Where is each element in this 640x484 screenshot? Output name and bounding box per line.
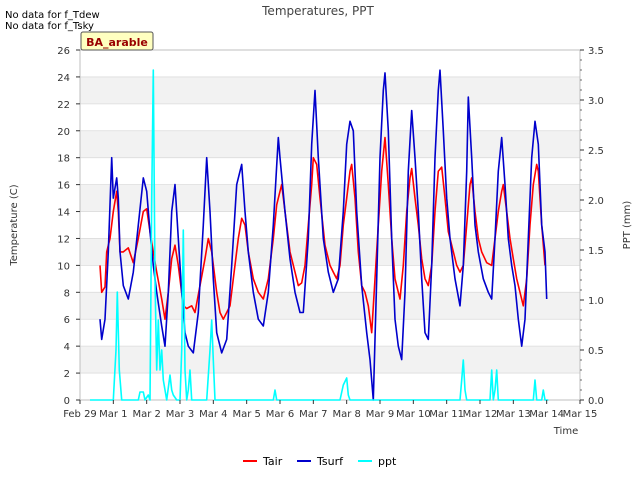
x-tick-label: Mar 9 — [366, 409, 394, 420]
grid-band — [80, 130, 580, 158]
grid-band — [80, 319, 580, 347]
x-axis-label: Time — [553, 426, 578, 437]
x-tick-label: Mar 10 — [396, 409, 431, 420]
grid-band — [80, 157, 580, 185]
axes-layer: Feb 29 Mar 1 Mar 2 Mar 3 Mar 4 Mar 5 Mar 6 Mar … — [57, 46, 604, 420]
series-layer — [90, 69, 549, 401]
x-tick-label: Mar 13 — [496, 409, 531, 420]
x-tick-label: Mar 12 — [463, 409, 498, 420]
y-left-tick-label: 22 — [57, 100, 70, 111]
legend-item-ppt: ppt — [358, 455, 397, 468]
x-tick-label: Mar 15 — [563, 409, 598, 420]
x-tick-label: Mar 1 — [99, 409, 127, 420]
legend-label-ppt: ppt — [378, 455, 397, 468]
y-left-tick-label: 16 — [57, 181, 70, 192]
grid-band — [80, 373, 580, 400]
series-line-tsurf — [99, 69, 548, 401]
legend-item-tair: Tair — [243, 455, 283, 468]
x-tick-label: Mar 14 — [529, 409, 564, 420]
y-right-tick-label: 1.0 — [588, 296, 604, 307]
y-right-tick-label: 0.5 — [588, 346, 604, 357]
y-left-tick-label: 0 — [64, 396, 70, 407]
x-tick-label: Mar 5 — [232, 409, 260, 420]
series-line-ppt — [90, 69, 549, 401]
y-left-tick-label: 26 — [57, 46, 70, 57]
x-tick-label: Mar 6 — [266, 409, 294, 420]
y-left-tick-label: 4 — [64, 342, 70, 353]
legend-item-tsurf: Tsurf — [297, 455, 344, 468]
x-tick-label: Mar 7 — [299, 409, 327, 420]
y-left-tick-label: 8 — [64, 288, 70, 299]
legend-label-tair: Tair — [262, 455, 283, 468]
x-tick-label: Mar 11 — [429, 409, 464, 420]
y-right-tick-label: 2.0 — [588, 196, 604, 207]
nodata-note-1: No data for f_Tdew — [5, 10, 100, 21]
legend-label-tsurf: Tsurf — [316, 455, 344, 468]
x-tick-label: Mar 8 — [332, 409, 360, 420]
y-left-tick-label: 12 — [57, 234, 70, 245]
y-axis-label-left: Temperature (C) — [9, 184, 20, 266]
legend: Tair Tsurf ppt — [243, 455, 397, 468]
grid-band — [80, 76, 580, 104]
x-tick-label: Mar 2 — [132, 409, 160, 420]
y-left-tick-label: 14 — [57, 208, 70, 219]
grid-band — [80, 50, 580, 77]
x-tick-label: Feb 29 — [63, 409, 97, 420]
x-tick-label: Mar 4 — [199, 409, 227, 420]
grid-band — [80, 346, 580, 374]
y-left-tick-label: 20 — [57, 127, 70, 138]
nodata-note-2: No data for f_Tsky — [5, 21, 94, 32]
y-left-tick-label: 2 — [64, 369, 70, 380]
site-label: BA_arable — [86, 36, 148, 49]
y-right-tick-label: 3.5 — [588, 46, 604, 57]
site-label-box: BA_arable — [80, 31, 154, 51]
y-left-tick-label: 18 — [57, 154, 70, 165]
grid-band — [80, 103, 580, 131]
chart-title: Temperatures, PPT — [261, 4, 374, 18]
y-right-tick-label: 1.5 — [588, 246, 604, 257]
y-right-tick-label: 2.5 — [588, 146, 604, 157]
y-right-tick-label: 0.0 — [588, 396, 604, 407]
y-left-tick-label: 10 — [57, 261, 70, 272]
y-axis-label-right: PPT (mm) — [622, 201, 633, 250]
x-tick-label: Mar 3 — [166, 409, 194, 420]
grid-band — [80, 238, 580, 266]
y-right-tick-label: 3.0 — [588, 96, 604, 107]
y-left-tick-label: 6 — [64, 315, 70, 326]
y-left-tick-label: 24 — [57, 73, 70, 84]
